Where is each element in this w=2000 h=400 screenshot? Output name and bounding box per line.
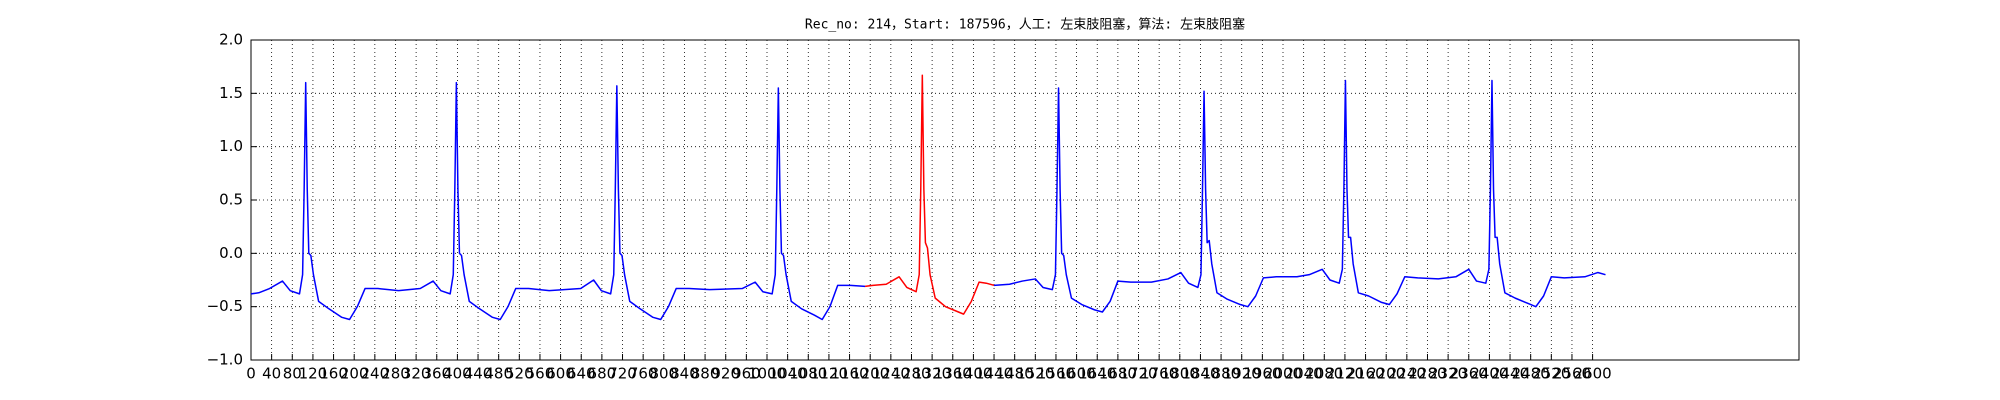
x-tick-label: 2480: [1512, 365, 1550, 383]
y-tick-label: 2.0: [219, 31, 243, 49]
x-tick-label: 1280: [892, 365, 930, 383]
x-tick-label: 480: [484, 365, 513, 383]
x-tick-label: 2040: [1285, 365, 1323, 383]
x-tick-label: 2240: [1388, 365, 1426, 383]
x-tick-label: 80: [283, 365, 302, 383]
x-tick-label: 2520: [1532, 365, 1570, 383]
x-tick-label: 1320: [913, 365, 951, 383]
x-tick-label: 2160: [1346, 365, 1384, 383]
x-tick-label: 2120: [1326, 365, 1364, 383]
x-tick-label: 680: [588, 365, 617, 383]
x-tick-label: 1680: [1099, 365, 1137, 383]
x-tick-label: 400: [443, 365, 472, 383]
x-tick-label: 760: [629, 365, 658, 383]
x-tick-label: 2280: [1408, 365, 1446, 383]
x-tick-label: 2600: [1574, 365, 1612, 383]
y-tick-label: −1.0: [207, 351, 243, 369]
x-tick-label: 2080: [1305, 365, 1343, 383]
x-tick-label: 240: [361, 365, 390, 383]
x-tick-label: 2320: [1429, 365, 1467, 383]
x-tick-label: 920: [711, 365, 740, 383]
x-tick-label: 1880: [1202, 365, 1240, 383]
x-tick-label: 200: [340, 365, 369, 383]
x-tick-label: 720: [608, 365, 637, 383]
x-tick-label: 1960: [1243, 365, 1281, 383]
x-tick-label: 280: [381, 365, 410, 383]
x-tick-label: 2400: [1470, 365, 1508, 383]
x-tick-label: 1360: [934, 365, 972, 383]
x-tick-label: 360: [422, 365, 451, 383]
y-tick-label: 0.0: [219, 244, 243, 262]
x-tick-label: 1000: [748, 365, 786, 383]
x-tick-label: 1600: [1058, 365, 1096, 383]
x-tick-label: 2000: [1264, 365, 1302, 383]
x-tick-label: 1920: [1223, 365, 1261, 383]
x-tick-label: 1440: [975, 365, 1013, 383]
x-tick-label: 1840: [1181, 365, 1219, 383]
x-tick-label: 440: [464, 365, 493, 383]
y-tick-label: 0.5: [219, 191, 243, 209]
x-tick-label: 1080: [789, 365, 827, 383]
x-tick-label: 560: [526, 365, 555, 383]
x-tick-label: 2440: [1491, 365, 1529, 383]
x-tick-label: 640: [567, 365, 596, 383]
x-tick-label: 1720: [1119, 365, 1157, 383]
x-tick-label: 0: [246, 365, 256, 383]
x-tick-label: 1800: [1161, 365, 1199, 383]
x-tick-label: 120: [299, 365, 328, 383]
y-tick-label: 1.5: [219, 84, 243, 102]
x-tick-label: 520: [505, 365, 534, 383]
x-tick-label: 1560: [1037, 365, 1075, 383]
x-tick-label: 880: [691, 365, 720, 383]
x-tick-label: 2360: [1450, 365, 1488, 383]
chart-title: Rec_no: 214，Start: 187596，人工: 左束肢阻塞，算法: …: [805, 17, 1245, 33]
x-tick-label: 600: [546, 365, 575, 383]
x-tick-label: 1480: [996, 365, 1034, 383]
x-tick-label: 1240: [872, 365, 910, 383]
y-tick-label: −0.5: [207, 297, 243, 315]
x-tick-label: 1760: [1140, 365, 1178, 383]
x-tick-label: 160: [319, 365, 348, 383]
series-line: [864, 74, 995, 315]
x-tick-label: 1160: [830, 365, 868, 383]
x-tick-label: 1120: [810, 365, 848, 383]
x-tick-label: 40: [262, 365, 281, 383]
x-tick-label: 2200: [1367, 365, 1405, 383]
series-line: [250, 79, 1606, 321]
y-tick-label: 1.0: [219, 137, 243, 155]
x-tick-label: 320: [402, 365, 431, 383]
x-tick-label: 1640: [1078, 365, 1116, 383]
x-tick-label: 1520: [1016, 365, 1054, 383]
x-tick-label: 1040: [769, 365, 807, 383]
x-tick-label: 800: [649, 365, 678, 383]
x-tick-label: 840: [670, 365, 699, 383]
x-tick-label: 960: [732, 365, 761, 383]
x-tick-label: 1200: [851, 365, 889, 383]
x-tick-label: 2560: [1553, 365, 1591, 383]
x-tick-label: 1400: [954, 365, 992, 383]
